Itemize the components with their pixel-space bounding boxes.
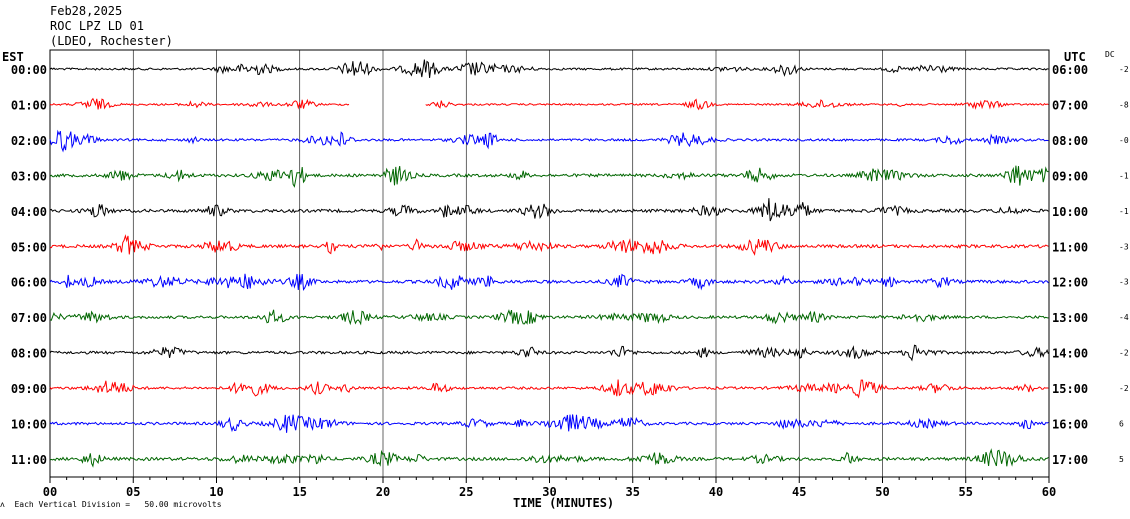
row-label-est: 02:00 (11, 134, 47, 148)
row-label-est: 01:00 (11, 98, 47, 112)
x-tick-label: 30 (542, 485, 556, 499)
row-label-group: 00:00 06:00 -2 01:00 07:00 -8 02:00 08:00 -0 03:0… (11, 63, 1129, 467)
row-label-utc: 14:00 (1052, 347, 1088, 361)
row-label-utc: 11:00 (1052, 240, 1088, 254)
x-tick-label: 20 (376, 485, 390, 499)
row-label-est: 08:00 (11, 347, 47, 361)
footer-text: Each Vertical Division = 50.00 microvolt… (14, 500, 222, 509)
x-tick-label: 35 (626, 485, 640, 499)
trace-line-10:00 (49, 414, 1049, 433)
row-label-utc: 13:00 (1052, 311, 1088, 325)
row-label-est: 10:00 (11, 418, 47, 432)
row-dc-offset: 6 (1119, 420, 1124, 429)
x-tick-label: 55 (959, 485, 973, 499)
row-label-est: 09:00 (11, 382, 47, 396)
x-axis: 00 05 10 15 20 25 30 35 40 45 50 55 60 (43, 477, 1056, 499)
trace-line-04:00 (49, 198, 1049, 222)
scale-marker-icon: ᴧ (0, 500, 15, 509)
row-label-est: 00:00 (11, 63, 47, 77)
trace-line-03:00 (49, 165, 1049, 188)
row-label-est: 05:00 (11, 240, 47, 254)
row-dc-offset: -2 (1119, 65, 1129, 74)
row-label-est: 07:00 (11, 311, 47, 325)
header-network: (LDEO, Rochester) (50, 34, 173, 48)
x-tick-label: 10 (209, 485, 223, 499)
header-date: Feb28,2025 (50, 4, 123, 18)
row-label-utc: 17:00 (1052, 453, 1088, 467)
trace-line-07:00 (49, 309, 1049, 326)
row-dc-offset: -3 (1119, 278, 1129, 287)
row-dc-offset: -1 (1119, 171, 1129, 180)
row-label-utc: 10:00 (1052, 205, 1088, 219)
row-label-utc: 06:00 (1052, 63, 1088, 77)
trace-line-11:00 (49, 448, 1049, 468)
x-tick-label: 60 (1042, 485, 1056, 499)
row-dc-offset: -1 (1119, 207, 1129, 216)
row-label-est: 04:00 (11, 205, 47, 219)
row-label-utc: 09:00 (1052, 169, 1088, 183)
x-axis-label: TIME (MINUTES) (513, 496, 615, 510)
dc-offset-header: DC (1105, 50, 1115, 59)
row-dc-offset: -0 (1119, 136, 1129, 145)
trace-line-00:00 (49, 59, 1049, 78)
row-label-est: 03:00 (11, 169, 47, 183)
footer-scale-note: ᴧ Each Vertical Division = 50.00 microvo… (0, 500, 222, 510)
trace-line-05:00 (49, 234, 1049, 256)
chart-grid (49, 49, 1050, 478)
x-tick-label: 40 (709, 485, 723, 499)
trace-line-01:00 (49, 97, 1049, 111)
row-label-utc: 15:00 (1052, 382, 1088, 396)
row-dc-offset: -2 (1119, 384, 1129, 393)
left-timezone-label: EST (2, 50, 24, 64)
row-label-utc: 08:00 (1052, 134, 1088, 148)
row-dc-offset: -4 (1119, 313, 1129, 322)
row-dc-offset: -3 (1119, 242, 1129, 251)
trace-line-06:00 (49, 273, 1049, 292)
row-dc-offset: -8 (1119, 100, 1129, 109)
row-dc-offset: 5 (1119, 455, 1124, 464)
x-tick-label: 45 (792, 485, 806, 499)
x-tick-label: 15 (293, 485, 307, 499)
row-label-est: 06:00 (11, 276, 47, 290)
row-dc-offset: -2 (1119, 349, 1129, 358)
row-label-utc: 07:00 (1052, 98, 1088, 112)
trace-line-02:00 (49, 129, 1049, 153)
x-tick-label: 25 (459, 485, 473, 499)
row-label-utc: 12:00 (1052, 276, 1088, 290)
x-tick-label: 00 (43, 485, 57, 499)
row-label-est: 11:00 (11, 453, 47, 467)
header-station: ROC LPZ LD 01 (50, 19, 144, 33)
trace-line-09:00 (49, 379, 1049, 399)
x-tick-label: 50 (875, 485, 889, 499)
trace-group (49, 59, 1049, 468)
x-tick-label: 05 (126, 485, 140, 499)
right-timezone-label: UTC (1064, 50, 1086, 64)
row-label-utc: 16:00 (1052, 418, 1088, 432)
trace-line-08:00 (49, 344, 1049, 362)
